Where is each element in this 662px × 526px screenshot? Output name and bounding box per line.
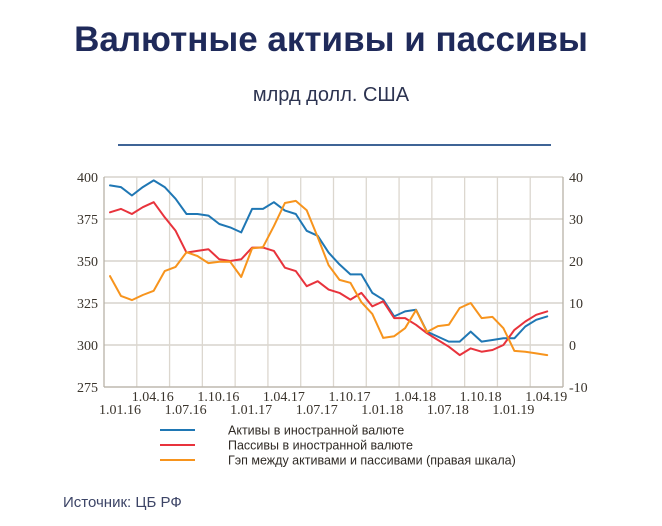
y-right-tick-label: 20 (569, 255, 583, 270)
y-left-tick-label: 275 (77, 381, 98, 396)
x-tick-label-lower: 1.07.16 (165, 403, 207, 418)
y-right-tick-label: 0 (569, 339, 576, 354)
series-line-2 (109, 201, 549, 357)
y-right-tick-label: 30 (569, 213, 583, 228)
y-right-tick-label: 10 (569, 297, 583, 312)
x-tick-label-lower: 1.01.16 (99, 403, 141, 418)
source-note: Источник: ЦБ РФ (63, 494, 182, 511)
y-left-tick-label: 400 (77, 171, 98, 186)
x-tick-label-lower: 1.01.18 (361, 403, 403, 418)
series-line-1 (109, 179, 549, 343)
x-tick-label-lower: 1.01.17 (230, 403, 272, 418)
y-left-tick-label: 300 (77, 339, 98, 354)
x-tick-label-upper: 1.10.18 (460, 390, 502, 405)
title-divider (118, 144, 551, 146)
y-left-tick-label: 325 (77, 297, 98, 312)
series-line-3 (109, 199, 549, 357)
legend-label-2: Пассивы в иностранной валюте (228, 439, 413, 453)
chart-title: Валютные активы и пассивы (74, 20, 588, 59)
x-tick-label-upper: 1.04.17 (263, 390, 305, 405)
x-tick-label-lower: 1.07.18 (427, 403, 469, 418)
y-left-tick-label: 350 (77, 255, 98, 270)
chart-subtitle: млрд долл. США (252, 84, 410, 106)
x-tick-label-upper: 1.10.16 (197, 390, 239, 405)
legend-label-3: Гэп между активами и пассивами (правая ш… (228, 454, 516, 468)
y-right-tick-label: -10 (569, 381, 588, 396)
x-tick-label-upper: 1.04.19 (525, 390, 567, 405)
x-tick-label-lower: 1.01.19 (492, 403, 534, 418)
x-tick-label-upper: 1.04.16 (132, 390, 174, 405)
legend-label-1: Активы в иностранной валюте (228, 424, 404, 438)
x-tick-label-upper: 1.10.17 (329, 390, 371, 405)
x-tick-label-lower: 1.07.17 (296, 403, 338, 418)
series-lines (109, 179, 549, 357)
x-tick-label-upper: 1.04.18 (394, 390, 436, 405)
y-left-tick-label: 375 (77, 213, 98, 228)
grid (104, 176, 563, 388)
y-right-tick-label: 40 (569, 171, 583, 186)
